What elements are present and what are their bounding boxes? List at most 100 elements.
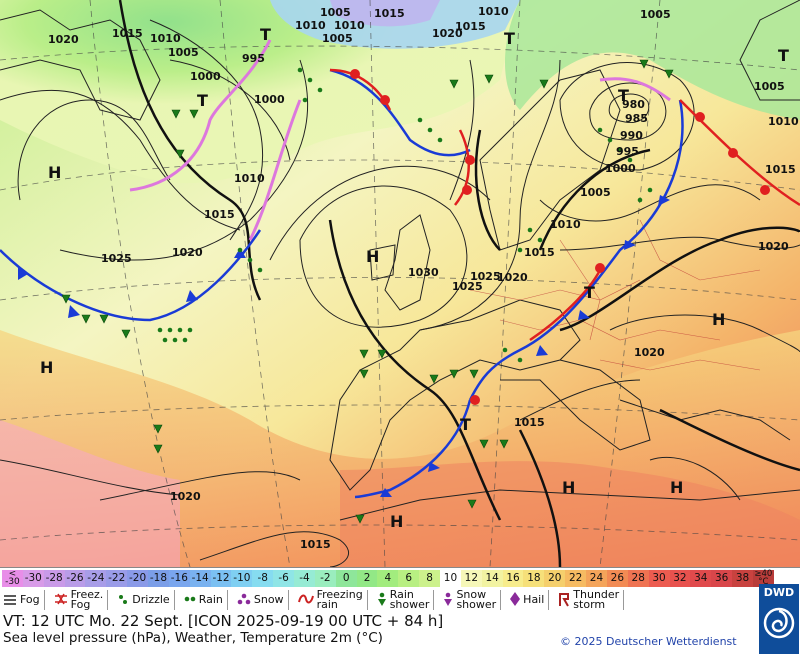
scale-cell: 6 — [398, 570, 420, 587]
scale-cell: ≥40 °C — [752, 569, 774, 587]
scale-cell: 14 — [481, 570, 503, 587]
legend-item-label: Rain shower — [389, 588, 430, 611]
scandinavia-airmass — [505, 0, 800, 120]
scale-cell: 8 — [419, 570, 441, 587]
scale-cell: 36 — [711, 570, 733, 587]
scale-cell: -4 — [294, 570, 315, 587]
scale-cell: 28 — [627, 570, 649, 587]
hail-icon — [509, 591, 523, 610]
scale-cell: 12 — [460, 570, 482, 587]
isobar-labels: 1020 1015 1010 1005 1000 995 1005 1010 1… — [48, 5, 799, 551]
north-africa-heat — [340, 461, 800, 567]
isobar-label: 990 — [620, 129, 643, 142]
scale-cell: -30 — [22, 570, 44, 587]
legend-item: Freezing rain — [297, 588, 368, 611]
isobar-label: 1020 — [497, 271, 528, 284]
isobar-label: 980 — [622, 98, 645, 111]
scale-cell: -6 — [273, 570, 295, 587]
legend-item-label: Freezing rain — [316, 588, 363, 611]
isobar-label: 1005 — [320, 6, 351, 19]
scale-cell: -14 — [189, 570, 211, 587]
high-center: H — [390, 512, 403, 531]
rain-shower-icon — [376, 591, 390, 610]
isobar-label: 1015 — [204, 208, 235, 221]
isobar-label: 1010 — [334, 19, 365, 32]
scale-cell: < -30 — [2, 570, 23, 587]
rain-icon — [183, 592, 199, 609]
dwd-swirl-icon — [763, 607, 795, 639]
scale-cell: -16 — [168, 570, 190, 587]
isobar-label: 1025 — [470, 270, 501, 283]
scale-cell: 26 — [606, 570, 628, 587]
thunderstorm-icon — [557, 591, 573, 610]
legend-item-label: Snow shower — [456, 588, 497, 611]
scale-cell: 34 — [690, 570, 712, 587]
isobar-label: 1015 — [514, 416, 545, 429]
isobar-label: 1005 — [640, 8, 671, 21]
isobar-label: 1020 — [634, 346, 665, 359]
legend-item: Drizzle — [116, 590, 175, 610]
isobar-label: 1020 — [48, 33, 79, 46]
temperature-scale: < -30 -30 -28 -26 -24 -22 -20 -18 -16 -14 -12 -10 -8… — [2, 570, 774, 587]
isobar-label: 1020 — [758, 240, 789, 253]
legend-item-label: Snow — [253, 593, 284, 606]
snow-shower-icon — [442, 591, 456, 610]
scale-cell: 10 — [440, 570, 461, 587]
isobar-label: 1020 — [432, 27, 463, 40]
freezing-rain-icon — [297, 592, 317, 609]
valid-time: VT: 12 UTC Mo. 22 Sept. [ICON 2025-09-19… — [3, 612, 444, 630]
legend-item-label: Drizzle — [132, 593, 170, 606]
scale-cell: 32 — [669, 570, 691, 587]
dwd-logo: DWD — [759, 584, 799, 654]
pressure-centers: H T H H T T T H H H H T T T — [40, 25, 789, 531]
isobar-label: 1010 — [295, 19, 326, 32]
isobar-label: 1015 — [455, 20, 486, 33]
warm-front-north — [329, 68, 475, 206]
low-center: T — [460, 415, 471, 434]
scale-cell: -22 — [106, 570, 128, 587]
isobar-label: 1015 — [374, 7, 405, 20]
isobar-label: 1015 — [112, 27, 143, 40]
legend-item-label: Hail — [523, 593, 545, 606]
rain-symbols — [157, 67, 653, 363]
isobar-label: 1005 — [168, 46, 199, 59]
legend-item: Rain shower — [376, 588, 435, 611]
scale-cell: -8 — [252, 570, 274, 587]
scale-cell: -2 — [314, 570, 336, 587]
occluded-front — [129, 39, 671, 241]
scale-cell: 0 — [335, 570, 357, 587]
isobar-label: 1005 — [322, 32, 353, 45]
isobar-label: 1020 — [170, 490, 201, 503]
low-center: T — [504, 29, 515, 48]
chart-description: Sea level pressure (hPa), Weather, Tempe… — [3, 630, 383, 646]
isobar-label: 1030 — [408, 266, 439, 279]
low-center: T — [778, 46, 789, 65]
freezing-fog-icon — [53, 592, 71, 609]
isobar-label: 1010 — [768, 115, 799, 128]
low-center: T — [618, 86, 629, 105]
isobar-label: 995 — [616, 145, 639, 158]
isobar-label: 1010 — [234, 172, 265, 185]
isobar-label: 985 — [625, 112, 648, 125]
isobar-label: 1010 — [478, 5, 509, 18]
low-center: T — [584, 283, 595, 302]
cold-front-atlantic — [0, 229, 262, 322]
scale-cell: 2 — [356, 570, 378, 587]
isobar-label: 1000 — [190, 70, 221, 83]
map: 1020 1015 1010 1005 1000 995 1005 1010 1… — [0, 0, 800, 567]
cold-front-central — [354, 99, 800, 499]
scale-cell: 22 — [565, 570, 587, 587]
isobar-label: 1025 — [101, 252, 132, 265]
copyright: © 2025 Deutscher Wetterdienst — [560, 635, 737, 648]
high-center: H — [48, 163, 61, 182]
scale-cell: -18 — [148, 570, 169, 587]
legend-panel: < -30 -30 -28 -26 -24 -22 -20 -18 -16 -14 -12 -10 -8… — [0, 567, 800, 654]
legend-item-label: Thunder storm — [573, 588, 620, 611]
snow-icon — [236, 592, 254, 609]
isobar-label: 1010 — [550, 218, 581, 231]
isobar-label: 1015 — [300, 538, 331, 551]
legend-item-label: Rain — [198, 593, 223, 606]
coastlines — [0, 0, 800, 521]
very-cold-air — [330, 0, 440, 27]
isobar-label: 1015 — [524, 246, 555, 259]
